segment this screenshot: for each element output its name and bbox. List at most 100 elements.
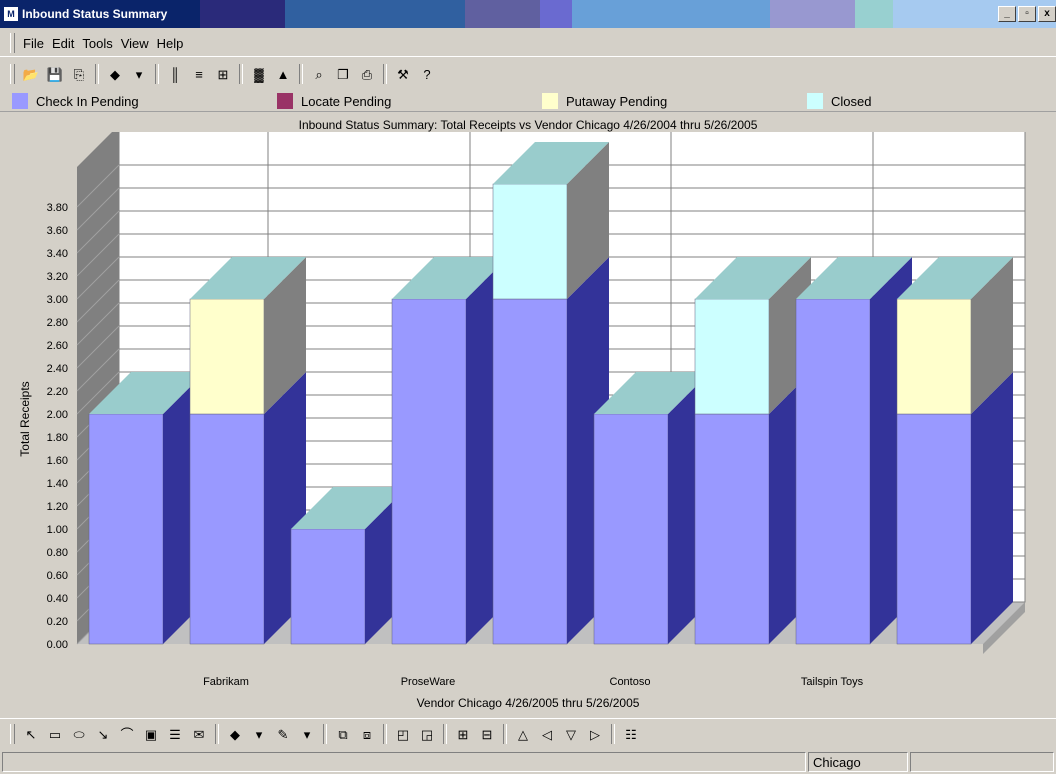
window-title: Inbound Status Summary xyxy=(22,7,168,21)
gridline-side xyxy=(76,302,120,346)
tools-icon[interactable]: ⚒ xyxy=(397,66,409,82)
arc-icon[interactable]: ⌒ xyxy=(120,726,134,742)
menu-tools[interactable]: Tools xyxy=(82,35,113,51)
bar-segment xyxy=(88,413,164,645)
dropdown-icon[interactable]: ▾ xyxy=(135,66,143,82)
bar-segment xyxy=(896,298,972,415)
bar-segment xyxy=(391,298,467,645)
toolbar-separator xyxy=(383,64,387,84)
bar-segment xyxy=(795,298,871,645)
legend-label: Closed xyxy=(831,93,872,109)
legend-label: Check In Pending xyxy=(36,93,139,109)
help-icon[interactable]: ? xyxy=(423,66,431,82)
drawing_toolbar-separator xyxy=(611,724,615,744)
bar-segment xyxy=(896,413,972,645)
status-location: Chicago xyxy=(808,752,908,772)
gridline-side xyxy=(76,210,120,254)
gridline-side xyxy=(76,233,120,277)
legend-item[interactable]: Closed xyxy=(807,93,871,109)
bar-side xyxy=(567,142,609,299)
flip-vertical-icon[interactable]: ▽ xyxy=(566,726,576,742)
flip-horizontal-icon[interactable]: △ xyxy=(518,726,528,742)
maximize-button[interactable]: ▫ xyxy=(1018,6,1036,22)
line-arrow-icon[interactable]: ↘ xyxy=(97,726,109,742)
toolbar-separator xyxy=(239,64,243,84)
y-tick-label: 3.40 xyxy=(47,248,68,260)
bring-forward-icon[interactable]: ⧉ xyxy=(338,726,348,742)
rotate-left-icon[interactable]: ◁ xyxy=(542,726,552,742)
dropdown-icon[interactable]: ▾ xyxy=(303,726,311,742)
rotate-right-icon[interactable]: ▷ xyxy=(590,726,600,742)
vertical-grid-icon[interactable]: ║ xyxy=(170,66,180,82)
chart-legend: Check In Pending Locate Pending Putaway Pe… xyxy=(0,91,1056,112)
menu-view[interactable]: View xyxy=(120,35,149,51)
print-preview-icon[interactable]: ❐ xyxy=(337,66,349,82)
group-icon[interactable]: ⊞ xyxy=(457,726,469,742)
save-icon[interactable]: 💾 xyxy=(46,66,64,82)
menu-edit[interactable]: Edit xyxy=(51,35,75,51)
send-backward-icon[interactable]: ⧈ xyxy=(362,726,372,742)
y-tick-label: 1.40 xyxy=(47,478,68,490)
toolbar-grip[interactable] xyxy=(10,64,15,84)
close-button[interactable]: x xyxy=(1038,6,1056,22)
legend-item[interactable]: Putaway Pending xyxy=(542,93,667,109)
select-arrow-icon[interactable]: ↖ xyxy=(25,726,37,742)
menu-grip[interactable] xyxy=(10,33,15,53)
drawing_toolbar-separator xyxy=(503,724,507,744)
properties-icon[interactable]: ☷ xyxy=(625,726,637,742)
gridline-side xyxy=(76,187,120,231)
open-icon[interactable]: 📂 xyxy=(22,66,40,82)
text-box-icon[interactable]: ☰ xyxy=(169,726,181,742)
bar-chart: 0.00 0.20 0.40 0.60 0.80 1.00 1.20 1.40 1.60 1.80… xyxy=(47,132,1026,688)
minimize-button[interactable]: _ xyxy=(998,6,1016,22)
chart-type-icon[interactable]: ▓ xyxy=(254,66,264,82)
legend-swatch xyxy=(542,93,558,109)
bar-segment xyxy=(189,413,265,645)
copy-icon[interactable]: ⎘ xyxy=(73,66,85,82)
y-tick-label: 0.80 xyxy=(47,547,68,559)
line-color-icon[interactable]: ✎ xyxy=(277,726,289,742)
3d-view-icon[interactable]: ▲ xyxy=(276,66,290,82)
legend-swatch xyxy=(12,93,28,109)
send-to-back-icon[interactable]: ◲ xyxy=(420,726,434,742)
ellipse-icon[interactable]: ⬭ xyxy=(73,726,85,742)
gridline-side xyxy=(76,348,120,392)
x-category-label: Contoso xyxy=(610,676,651,688)
fill-color-icon[interactable]: ◆ xyxy=(110,66,120,82)
zoom-icon[interactable]: ⌕ xyxy=(315,66,323,82)
horizontal-grid-icon[interactable]: ≡ xyxy=(195,66,203,82)
y-tick-label: 0.60 xyxy=(47,570,68,582)
rectangle-icon[interactable]: ▭ xyxy=(48,726,62,742)
status-message xyxy=(2,752,806,772)
data-grid-icon[interactable]: ⊞ xyxy=(217,66,229,82)
bar-segment xyxy=(694,413,770,645)
bar-top xyxy=(291,487,407,529)
x-category-label: ProseWare xyxy=(401,676,456,688)
legend-item[interactable]: Locate Pending xyxy=(277,93,391,109)
menu-bar: File Edit Tools View Help xyxy=(0,30,1056,57)
main-toolbar: 📂 💾 ⎘ ◆ ▾ ║ ≡ ⊞ ▓ ▲ ⌕ ❐ ⎙ ⚒? xyxy=(0,60,1056,88)
drawing_toolbar-separator xyxy=(443,724,447,744)
toolbar-separator xyxy=(299,64,303,84)
x-category-label: Tailspin Toys xyxy=(801,676,864,688)
ungroup-icon[interactable]: ⊟ xyxy=(481,726,493,742)
drawing_toolbar-separator xyxy=(383,724,387,744)
floor-edge xyxy=(983,602,1025,654)
toolbar-separator xyxy=(155,64,159,84)
print-icon[interactable]: ⎙ xyxy=(361,66,373,82)
legend-swatch xyxy=(277,93,293,109)
menu-help[interactable]: Help xyxy=(156,35,184,51)
dropdown-icon[interactable]: ▾ xyxy=(255,726,263,742)
bar-top xyxy=(190,257,306,299)
chart-title: Inbound Status Summary: Total Receipts v… xyxy=(298,118,758,132)
y-tick-label: 1.80 xyxy=(47,432,68,444)
bring-to-front-icon[interactable]: ◰ xyxy=(396,726,410,742)
callout-icon[interactable]: ✉ xyxy=(193,726,205,742)
drawing-toolbar-grip[interactable] xyxy=(10,724,15,744)
legend-item[interactable]: Check In Pending xyxy=(12,93,139,109)
image-icon[interactable]: ▣ xyxy=(144,726,158,742)
fill-color-icon[interactable]: ◆ xyxy=(230,726,240,742)
y-tick-label: 0.00 xyxy=(47,639,68,651)
menu-file[interactable]: File xyxy=(23,35,44,51)
bar-segment xyxy=(492,183,568,300)
